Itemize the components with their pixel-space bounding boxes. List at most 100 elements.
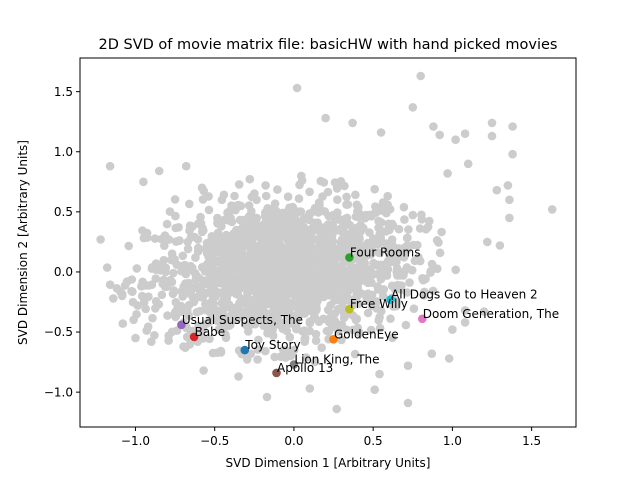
background-point (142, 326, 151, 335)
background-point (172, 260, 182, 270)
background-point (547, 205, 557, 214)
background-point (247, 241, 256, 250)
background-point (387, 281, 397, 291)
background-point (183, 244, 193, 254)
background-point (254, 268, 264, 278)
background-point (375, 248, 384, 258)
background-point (192, 271, 201, 281)
background-point (370, 184, 380, 194)
background-point (460, 318, 470, 327)
background-point (314, 317, 324, 327)
background-point (323, 187, 333, 197)
background-point (301, 257, 310, 267)
background-point (305, 384, 315, 393)
background-point (328, 210, 338, 220)
background-point (253, 252, 262, 261)
background-point (229, 279, 238, 289)
movie-label: All Dogs Go to Heaven 2 (391, 288, 538, 302)
background-point (268, 331, 278, 341)
background-point (181, 269, 191, 279)
background-point (160, 241, 169, 250)
background-point (374, 216, 383, 226)
x-tick-label: 0.5 (364, 434, 383, 448)
background-point (386, 257, 395, 267)
background-point (386, 314, 395, 324)
background-point (367, 246, 377, 255)
background-point (245, 174, 255, 184)
background-point (379, 268, 389, 278)
background-point (289, 311, 299, 321)
background-point (399, 202, 409, 212)
background-point (181, 161, 191, 171)
background-point (460, 129, 470, 138)
background-point (342, 192, 351, 202)
background-point (374, 316, 384, 325)
background-point (375, 323, 385, 333)
background-point (427, 259, 437, 269)
background-point (492, 185, 502, 195)
background-point (371, 260, 380, 270)
background-point (307, 289, 317, 298)
background-point (268, 311, 277, 321)
background-point (197, 282, 207, 291)
background-point (223, 302, 233, 312)
background-point (435, 248, 445, 258)
background-point (416, 71, 426, 81)
background-point (311, 336, 321, 346)
background-point (279, 244, 289, 254)
background-point (332, 184, 342, 193)
background-point (138, 277, 147, 287)
background-point (186, 261, 195, 271)
background-point (270, 227, 280, 236)
background-point (171, 211, 180, 221)
background-point (137, 291, 147, 301)
background-point (154, 166, 164, 176)
background-point (301, 235, 311, 245)
background-point (138, 226, 147, 235)
background-point (171, 237, 181, 246)
background-point (200, 262, 209, 271)
background-point (311, 329, 321, 339)
background-point (285, 332, 295, 342)
background-point (235, 299, 244, 308)
background-point (239, 307, 249, 317)
background-point (171, 223, 180, 233)
movie-point (386, 295, 395, 304)
background-point (252, 213, 261, 223)
movie-label: GoldenEye (334, 327, 399, 341)
background-point (234, 372, 243, 381)
background-point (508, 149, 517, 159)
background-point (157, 290, 167, 300)
background-point (208, 233, 217, 242)
background-point (352, 243, 362, 252)
background-point (261, 311, 271, 321)
background-point (448, 325, 457, 334)
background-point (177, 287, 187, 296)
background-point (261, 191, 271, 201)
background-point (289, 226, 299, 236)
background-point (204, 192, 213, 201)
background-point (428, 286, 438, 296)
background-point (270, 199, 280, 208)
background-point (240, 270, 250, 280)
background-point (269, 214, 278, 223)
background-point (377, 306, 386, 316)
background-point (198, 322, 208, 332)
background-point (289, 261, 299, 270)
background-point (261, 181, 270, 190)
background-point (310, 357, 320, 367)
background-point (296, 245, 306, 255)
background-point (142, 233, 152, 242)
background-point (176, 307, 186, 317)
background-point (236, 201, 246, 211)
x-axis-ticks: −1.0 −0.5 0.0 0.5 1.0 1.5 (121, 427, 541, 448)
background-point (276, 352, 285, 362)
background-point (343, 295, 353, 305)
movie-point (189, 332, 199, 342)
background-point (408, 103, 418, 112)
background-point (332, 404, 342, 414)
background-point (366, 272, 375, 282)
x-tick-label: −1.0 (121, 434, 150, 448)
background-point (483, 237, 492, 247)
